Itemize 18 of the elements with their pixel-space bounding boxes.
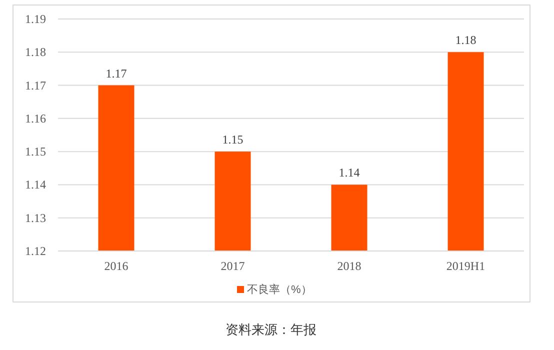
legend-label: 不良率（%） bbox=[247, 283, 312, 296]
x-tick-label: 2017 bbox=[220, 259, 245, 273]
y-tick-label: 1.12 bbox=[25, 244, 46, 258]
x-tick-label: 2018 bbox=[337, 259, 362, 273]
data-label: 1.15 bbox=[222, 132, 244, 147]
y-tick-label: 1.19 bbox=[25, 12, 46, 26]
y-tick-label: 1.15 bbox=[25, 144, 46, 159]
data-label: 1.17 bbox=[106, 66, 127, 80]
y-tick-label: 1.16 bbox=[25, 111, 46, 126]
y-tick-label: 1.14 bbox=[25, 178, 46, 192]
y-tick-label: 1.13 bbox=[25, 210, 46, 225]
x-tick-label: 2016 bbox=[104, 259, 128, 273]
text: 资料来源：年报 bbox=[226, 322, 316, 337]
y-tick-label: 1.18 bbox=[25, 45, 46, 60]
x-tick-label: 2019H1 bbox=[446, 259, 486, 273]
data-label: 1.14 bbox=[338, 166, 360, 180]
y-tick-label: 1.17 bbox=[25, 78, 46, 92]
data-label: 1.18 bbox=[455, 33, 476, 48]
